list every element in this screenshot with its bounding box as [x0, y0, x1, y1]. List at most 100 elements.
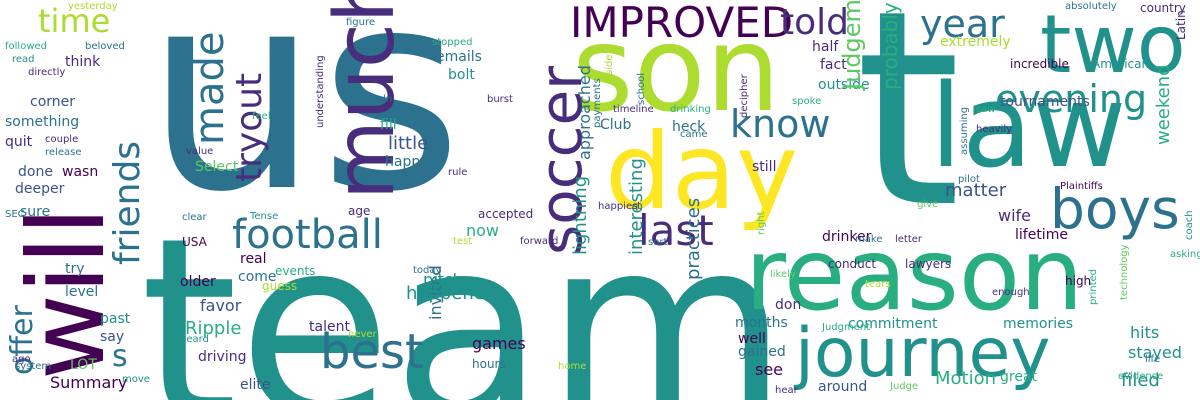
- cloud-word: team: [140, 184, 789, 400]
- cloud-word: try: [65, 261, 85, 277]
- cloud-word: sort: [648, 237, 668, 248]
- cloud-word: happiest: [598, 201, 642, 212]
- cloud-word: yesterday: [68, 1, 118, 12]
- cloud-word: read: [12, 54, 35, 65]
- cloud-word: much: [318, 0, 413, 200]
- cloud-word: heard: [180, 334, 209, 345]
- cloud-word: told: [780, 2, 849, 43]
- cloud-word: USA: [182, 235, 207, 249]
- cloud-word: give: [917, 199, 939, 210]
- cloud-word: football: [232, 212, 383, 258]
- cloud-word: pilot: [958, 174, 980, 185]
- cloud-word: see: [755, 360, 784, 379]
- cloud-word: something: [5, 114, 80, 130]
- cloud-word: extremely: [940, 34, 1011, 50]
- cloud-word: weekend: [1153, 64, 1174, 145]
- cloud-word: likely: [770, 269, 796, 280]
- cloud-word: feel: [252, 111, 271, 122]
- cloud-word: law: [930, 60, 1127, 194]
- cloud-word: absolutely: [1065, 1, 1117, 12]
- cloud-word: technology: [1119, 244, 1130, 300]
- cloud-word: come: [238, 269, 277, 285]
- cloud-word: never: [348, 329, 377, 340]
- cloud-word: Summary: [50, 373, 128, 392]
- cloud-word: happens: [385, 154, 446, 170]
- cloud-word: approached: [575, 65, 594, 160]
- cloud-word: events: [275, 264, 316, 278]
- cloud-word: life: [1145, 354, 1161, 365]
- cloud-word: Plaintiffs: [1060, 181, 1103, 192]
- cloud-word: hadn: [367, 94, 393, 105]
- cloud-word: accepted: [478, 207, 534, 221]
- cloud-word: decipher: [739, 74, 750, 118]
- cloud-word: Judge: [890, 381, 919, 392]
- cloud-word: value: [186, 146, 214, 157]
- cloud-word: asking: [1170, 249, 1200, 260]
- cloud-word: tournaments: [1000, 94, 1090, 110]
- cloud-word: Judgment: [822, 322, 871, 333]
- cloud-word: evidence: [1118, 371, 1164, 382]
- cloud-word: home: [558, 361, 587, 372]
- cloud-word: LOT: [70, 357, 97, 373]
- cloud-word: move: [122, 374, 150, 385]
- cloud-word: pitch: [423, 270, 463, 289]
- cloud-word: past: [100, 311, 131, 327]
- cloud-word: saw: [976, 104, 996, 115]
- cloud-word: understanding: [315, 55, 326, 128]
- cloud-word: directly: [28, 67, 66, 78]
- cloud-word: say: [100, 329, 125, 345]
- cloud-word: around: [818, 379, 868, 395]
- cloud-word: hear: [775, 385, 798, 396]
- cloud-word: think: [65, 54, 101, 70]
- cloud-word: real: [240, 251, 267, 267]
- cloud-word: heck: [672, 119, 706, 135]
- cloud-word: hits: [1130, 323, 1160, 342]
- cloud-word: deeper: [15, 181, 65, 197]
- cloud-word: timeline: [613, 104, 654, 115]
- cloud-word: done: [18, 164, 53, 180]
- cloud-word: months: [735, 315, 788, 331]
- cloud-word: rule: [448, 167, 468, 178]
- cloud-word: Judgement: [838, 0, 866, 90]
- cloud-word: country: [1140, 1, 1186, 15]
- cloud-word: payments: [592, 78, 603, 128]
- cloud-word: release: [45, 147, 82, 158]
- cloud-word: burst: [487, 94, 513, 105]
- cloud-word: games: [472, 334, 526, 353]
- cloud-word: coach: [1184, 210, 1195, 240]
- cloud-word: high: [1065, 274, 1092, 288]
- cloud-word: lightning: [570, 175, 591, 255]
- cloud-word: SEC: [5, 209, 25, 220]
- cloud-word: well: [738, 331, 766, 347]
- cloud-word: make: [855, 234, 883, 245]
- cloud-word: sure: [20, 204, 51, 220]
- cloud-word: ago: [12, 354, 31, 365]
- cloud-word: beloved: [85, 41, 125, 52]
- cloud-word: letter: [895, 234, 923, 245]
- cloud-word: two: [1040, 0, 1186, 91]
- cloud-word: Motion: [935, 368, 997, 389]
- cloud-word: stayed: [1128, 343, 1182, 362]
- cloud-word: Tense: [250, 211, 279, 222]
- cloud-word: outside: [818, 77, 870, 93]
- cloud-word: probably: [878, 2, 902, 90]
- cloud-word: school: [636, 72, 647, 105]
- cloud-word: friends: [107, 140, 148, 265]
- cloud-word: system: [15, 361, 52, 372]
- cloud-word: day: [605, 111, 799, 233]
- cloud-word: elite: [240, 377, 271, 393]
- cloud-word: came: [680, 129, 708, 140]
- cloud-word: stopped: [432, 37, 473, 48]
- cloud-word: emails: [436, 49, 482, 65]
- cloud-word: half: [812, 39, 839, 55]
- cloud-word: boys: [1050, 177, 1180, 241]
- cloud-word: assuming: [959, 106, 970, 155]
- cloud-word: matter: [945, 180, 1007, 201]
- cloud-word: s: [112, 339, 128, 374]
- cloud-word: reason: [745, 216, 1084, 333]
- cloud-word: last: [638, 206, 714, 255]
- cloud-word: best: [320, 324, 424, 380]
- cloud-word: little: [388, 133, 429, 154]
- cloud-word: drinking: [670, 104, 711, 115]
- cloud-word: spoke: [792, 96, 822, 107]
